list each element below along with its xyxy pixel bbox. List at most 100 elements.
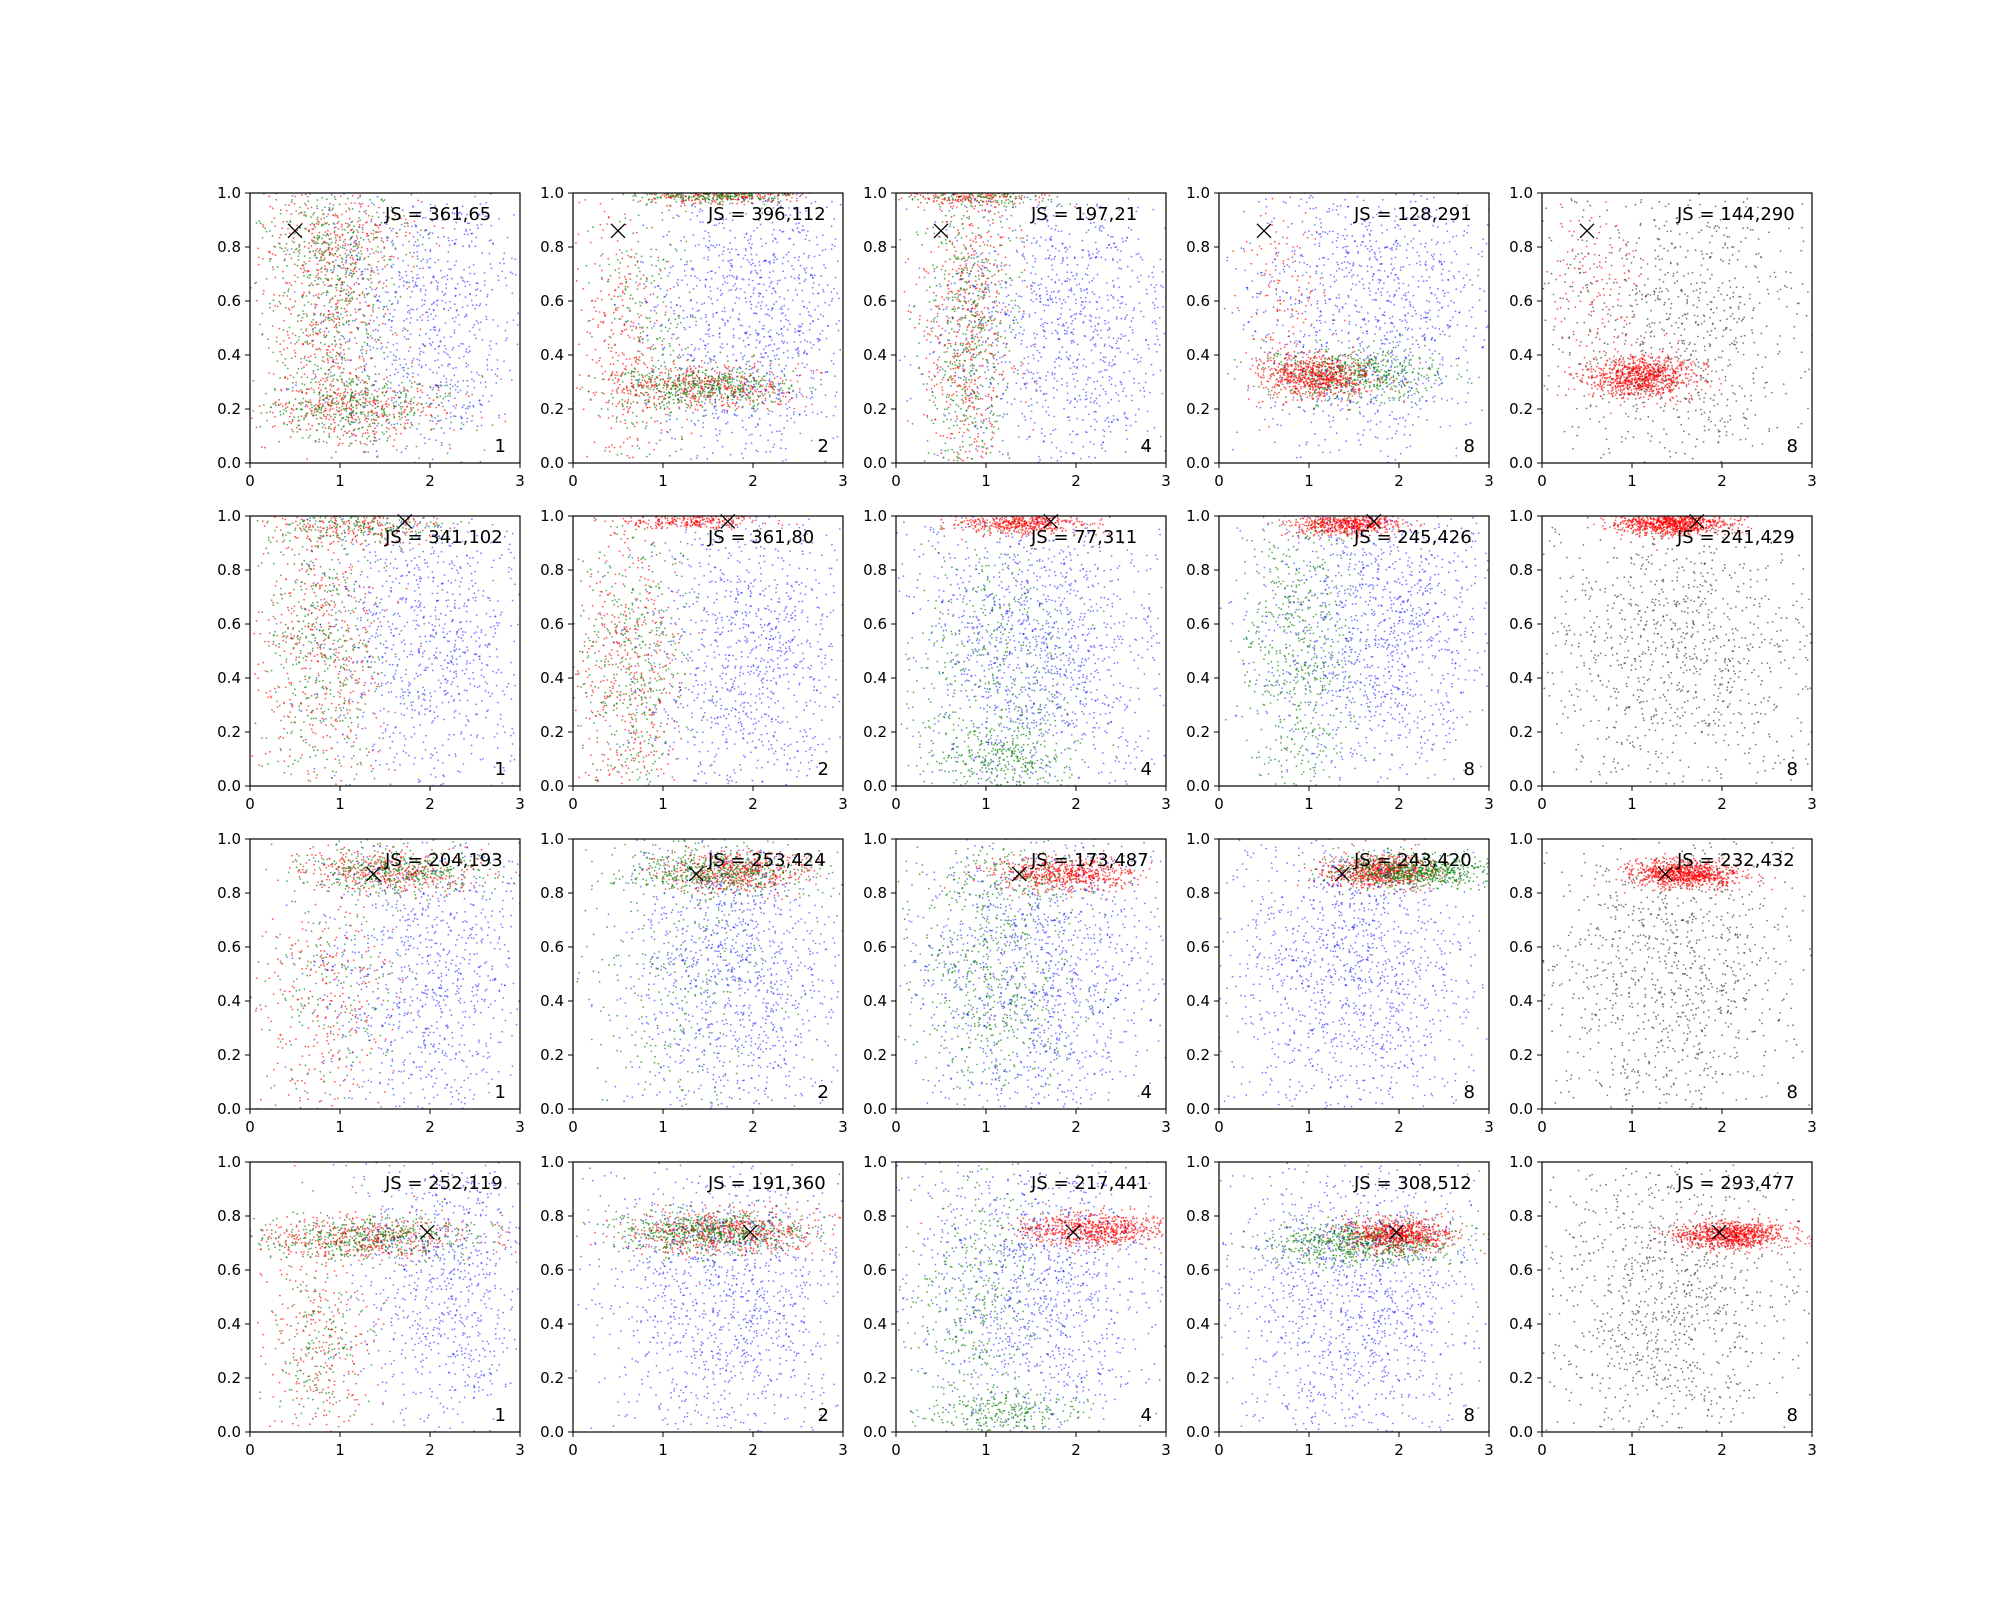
point xyxy=(704,398,707,401)
point xyxy=(348,208,351,211)
point xyxy=(372,329,375,332)
point xyxy=(307,436,310,439)
point xyxy=(348,207,350,210)
point xyxy=(621,398,624,401)
point xyxy=(344,300,347,302)
point xyxy=(639,391,642,394)
point xyxy=(617,306,620,309)
point xyxy=(430,281,433,283)
point xyxy=(773,392,776,394)
point xyxy=(482,394,484,397)
point xyxy=(726,402,729,404)
point xyxy=(723,364,726,367)
point xyxy=(785,198,788,201)
point xyxy=(750,380,753,383)
point xyxy=(473,323,475,326)
point xyxy=(743,196,746,198)
point xyxy=(586,455,589,458)
point xyxy=(298,243,301,246)
point xyxy=(760,276,763,279)
point xyxy=(777,358,780,360)
point xyxy=(670,388,673,391)
point xyxy=(349,250,351,253)
point xyxy=(497,279,500,282)
point xyxy=(386,384,388,386)
point xyxy=(352,272,355,275)
point xyxy=(678,407,681,410)
point xyxy=(342,264,345,266)
point xyxy=(355,270,358,273)
point xyxy=(729,242,731,244)
point xyxy=(702,390,705,392)
point xyxy=(481,416,483,419)
point xyxy=(373,436,376,439)
point xyxy=(318,347,320,350)
point xyxy=(773,197,776,200)
point xyxy=(424,364,427,366)
point xyxy=(347,231,350,234)
point xyxy=(365,329,368,332)
point xyxy=(717,379,720,382)
point xyxy=(389,255,391,258)
x-tick-label: 3 xyxy=(515,472,525,490)
point xyxy=(655,319,658,322)
point xyxy=(811,286,814,289)
point xyxy=(488,345,491,347)
point xyxy=(372,233,375,235)
point xyxy=(336,234,339,237)
point xyxy=(311,424,314,427)
point xyxy=(733,388,736,391)
point xyxy=(719,392,722,395)
point xyxy=(608,450,611,453)
point xyxy=(267,347,270,349)
point xyxy=(362,406,365,409)
point xyxy=(669,205,672,208)
point xyxy=(672,360,675,363)
point xyxy=(397,371,399,374)
point xyxy=(771,431,773,434)
point xyxy=(324,387,327,389)
point xyxy=(312,213,314,216)
point xyxy=(469,401,471,404)
point xyxy=(396,235,398,238)
point xyxy=(831,243,834,246)
point xyxy=(391,302,394,305)
point xyxy=(443,307,445,310)
point xyxy=(757,368,759,371)
point xyxy=(288,415,291,418)
point xyxy=(326,379,329,381)
point xyxy=(737,193,739,196)
point xyxy=(445,348,447,350)
point xyxy=(350,254,353,257)
point xyxy=(403,327,405,330)
point xyxy=(347,197,349,200)
point xyxy=(346,226,349,229)
point xyxy=(589,398,592,401)
point xyxy=(324,372,326,375)
point xyxy=(360,321,363,324)
point xyxy=(463,355,465,358)
point xyxy=(412,401,415,404)
point xyxy=(293,349,296,352)
point xyxy=(739,399,742,401)
point xyxy=(304,269,306,272)
point xyxy=(325,353,328,355)
point xyxy=(355,342,358,344)
point xyxy=(334,295,337,297)
point xyxy=(466,417,469,420)
point xyxy=(400,217,402,220)
point xyxy=(474,289,477,291)
point xyxy=(422,284,425,287)
point xyxy=(340,344,343,346)
point xyxy=(413,411,416,414)
point xyxy=(635,231,638,234)
point xyxy=(252,379,255,382)
point xyxy=(594,348,597,351)
point xyxy=(765,451,768,454)
point xyxy=(646,317,649,320)
point xyxy=(437,299,439,302)
point xyxy=(434,261,436,264)
point xyxy=(700,202,702,205)
point xyxy=(364,301,367,303)
point xyxy=(625,385,628,387)
